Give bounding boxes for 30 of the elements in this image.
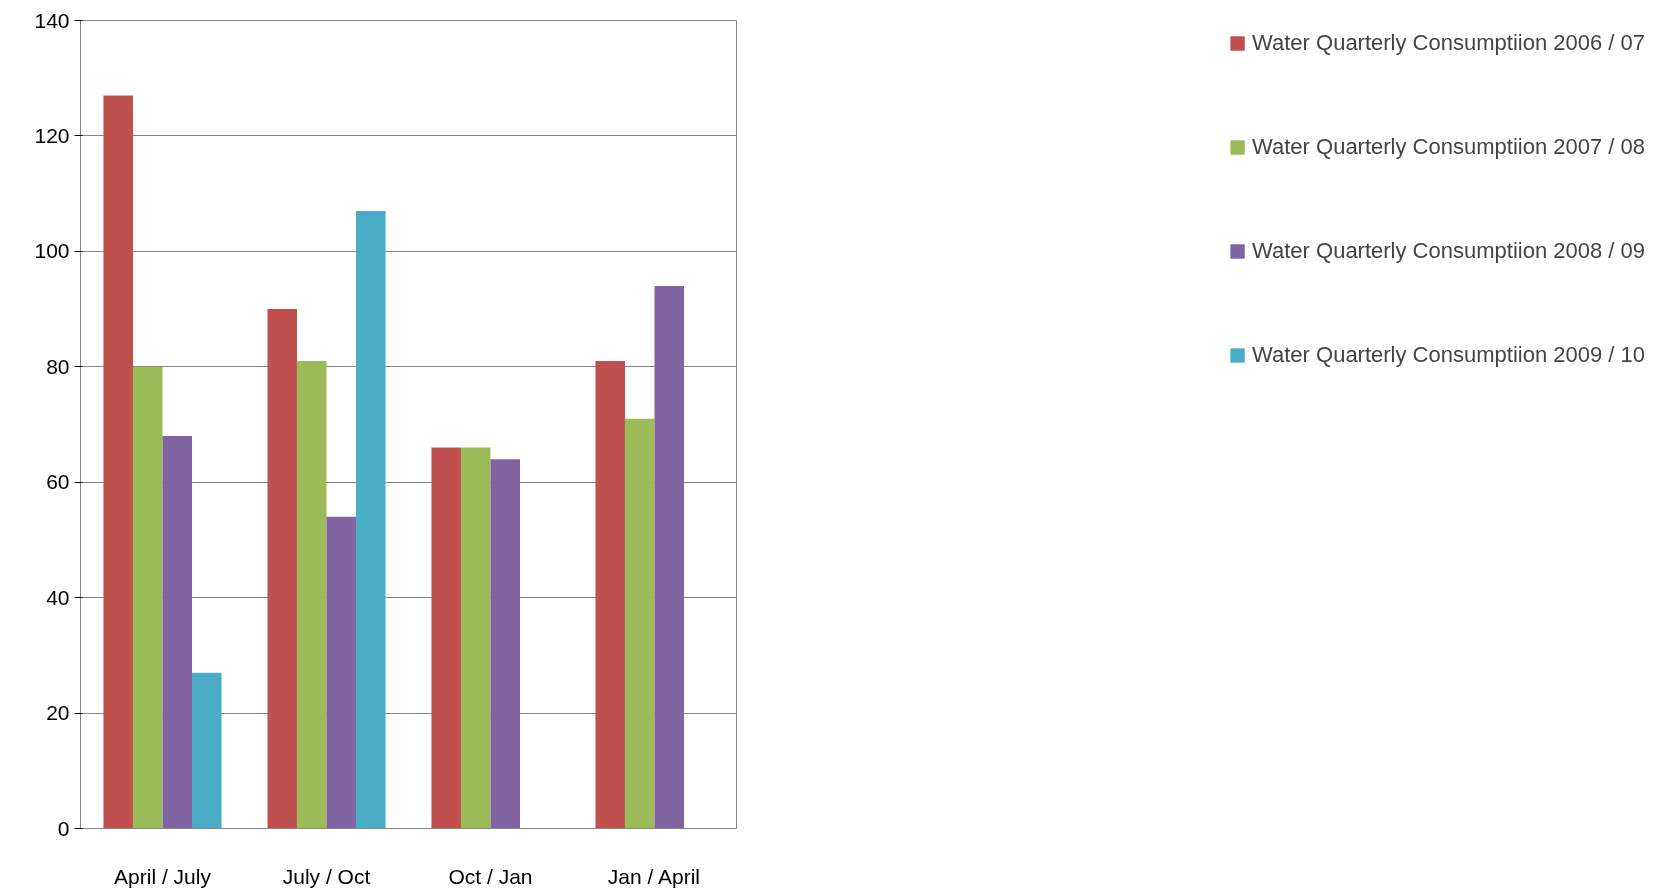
bar	[296, 361, 327, 829]
y-tick-label: 60	[46, 470, 70, 494]
legend-label: Water Quarterly Consumptiion 2009 / 10	[1252, 342, 1645, 368]
y-tick-label: 120	[34, 123, 70, 147]
bar	[431, 447, 461, 829]
bar	[326, 516, 357, 829]
y-tick-label: 80	[46, 354, 70, 378]
bar	[654, 285, 685, 829]
x-tick-label: Oct / Jan	[448, 864, 533, 888]
bar	[624, 418, 655, 829]
x-tick-label: April / July	[114, 864, 212, 888]
legend-label: Water Quarterly Consumptiion 2006 / 07	[1252, 30, 1645, 56]
y-tick-label: 20	[46, 701, 70, 725]
legend-label: Water Quarterly Consumptiion 2007 / 08	[1252, 134, 1645, 160]
bar	[132, 366, 163, 829]
y-tick-label: 40	[46, 585, 70, 609]
bar	[267, 309, 297, 829]
bar	[103, 95, 133, 829]
bar	[356, 210, 386, 829]
bar	[192, 672, 222, 829]
y-tick-label: 100	[34, 239, 70, 263]
x-tick-label: Jan / April	[607, 864, 701, 888]
bar	[490, 459, 521, 829]
legend-label: Water Quarterly Consumptiion 2008 / 09	[1252, 238, 1645, 264]
bar	[595, 361, 625, 829]
bar	[460, 447, 491, 829]
x-tick-label: July / Oct	[282, 864, 371, 888]
y-tick-label: 140	[34, 8, 70, 32]
y-tick-label: 0	[57, 816, 70, 840]
bar	[162, 436, 193, 829]
